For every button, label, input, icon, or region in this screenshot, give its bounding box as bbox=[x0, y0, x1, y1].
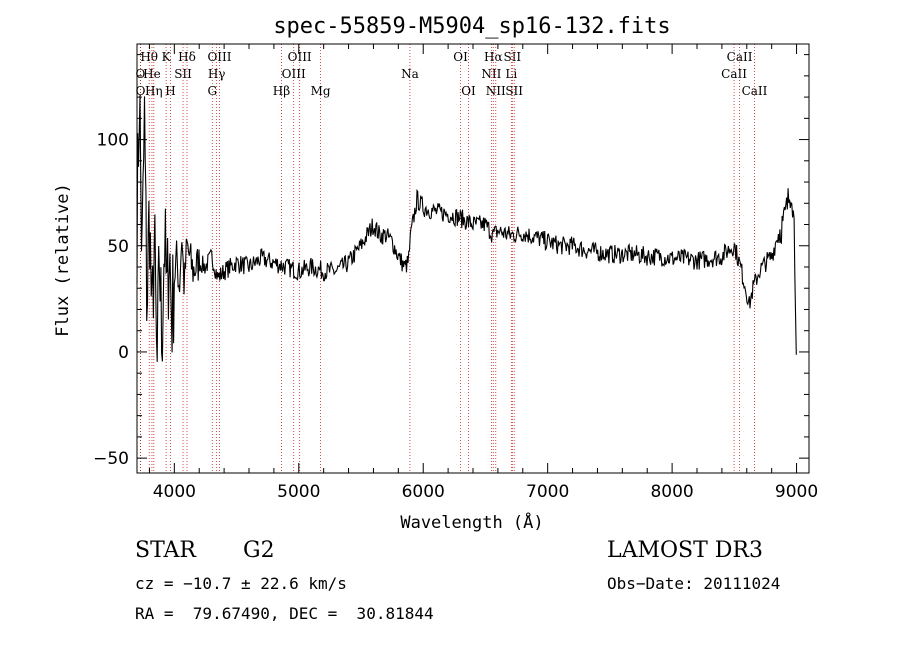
y-tick-label-100: 100 bbox=[97, 131, 129, 151]
object-class: STAR bbox=[135, 538, 196, 563]
line-label-15: Mg bbox=[311, 84, 331, 98]
line-label-7: SII bbox=[174, 67, 192, 81]
plot-frame bbox=[136, 43, 810, 474]
line-label-11: G bbox=[207, 84, 217, 98]
sky-coordinates: RA = 79.67490, DEC = 30.81844 bbox=[135, 604, 434, 623]
x-tick-label-6000: 6000 bbox=[402, 482, 445, 502]
y-tick-label-50: 50 bbox=[107, 237, 129, 257]
y-tick-label-0: 0 bbox=[118, 343, 129, 363]
x-tick-label-8000: 8000 bbox=[650, 482, 693, 502]
x-tick-label-4000: 4000 bbox=[153, 482, 196, 502]
line-label-17: OI bbox=[453, 50, 468, 64]
line-label-6: H bbox=[165, 84, 175, 98]
line-label-25: CaII bbox=[721, 67, 747, 81]
line-label-24: SII bbox=[505, 84, 523, 98]
survey-name: LAMOST DR3 bbox=[607, 538, 763, 563]
x-axis-label: Wavelength (Å) bbox=[400, 511, 543, 533]
line-label-16: Na bbox=[401, 67, 419, 81]
axis-ticks: 4000 5000 6000 7000 8000 9000 −50 0 50 100 bbox=[93, 44, 818, 502]
line-label-9: OIII bbox=[207, 50, 231, 64]
line-label-3: He bbox=[143, 67, 161, 81]
spectrum-line bbox=[136, 95, 797, 362]
observation-date: Obs−Date: 20111024 bbox=[607, 574, 781, 593]
line-label-1: O bbox=[136, 84, 146, 98]
y-tick-label--50: −50 bbox=[93, 449, 129, 469]
line-label-27: CaII bbox=[742, 84, 768, 98]
line-label-4: Hη bbox=[145, 84, 163, 98]
y-axis-label: Flux (relative) bbox=[53, 183, 73, 337]
redshift-velocity: cz = −10.7 ± 22.6 km/s bbox=[135, 574, 347, 593]
line-label-20: Hα bbox=[484, 50, 503, 64]
line-label-19: NII bbox=[481, 67, 501, 81]
line-label-2: Hθ bbox=[140, 50, 158, 64]
line-label-21: NII bbox=[486, 84, 506, 98]
line-label-5: K bbox=[162, 50, 172, 64]
x-tick-label-5000: 5000 bbox=[277, 482, 320, 502]
line-label-8: Hδ bbox=[178, 50, 196, 64]
line-label-13: OIII bbox=[282, 67, 306, 81]
spectral-line-markers: OOHθHeHηKHSIIHδOIIIHγGHβOIIIOIIIMgNaOIOI… bbox=[135, 44, 768, 473]
line-label-26: CaII bbox=[727, 50, 753, 64]
x-tick-label-9000: 9000 bbox=[775, 482, 818, 502]
line-label-12: Hβ bbox=[273, 84, 290, 98]
line-label-22: Li bbox=[505, 67, 517, 81]
x-tick-label-7000: 7000 bbox=[526, 482, 569, 502]
chart-title: spec-55859-M5904_sp16-132.fits bbox=[273, 14, 670, 39]
line-label-18: OI bbox=[461, 84, 476, 98]
line-label-23: SII bbox=[503, 50, 521, 64]
line-label-10: Hγ bbox=[208, 67, 226, 81]
line-label-14: OIII bbox=[288, 50, 312, 64]
spectrum-series bbox=[136, 95, 797, 362]
object-subclass: G2 bbox=[243, 538, 275, 563]
